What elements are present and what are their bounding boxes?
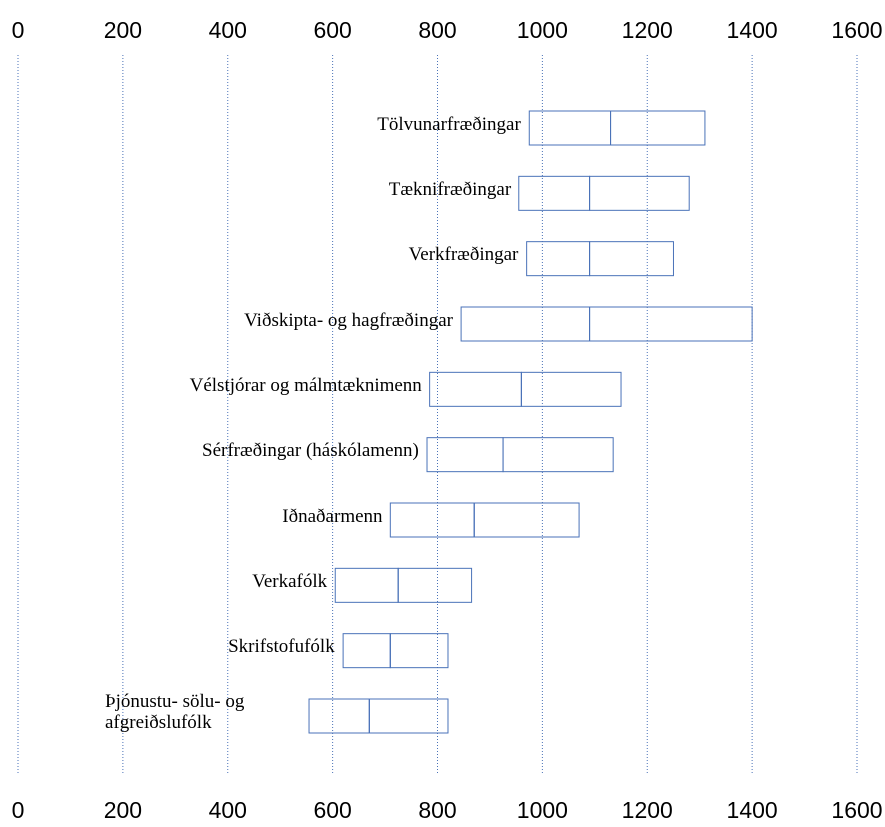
box-lower [526,241,591,277]
x-tick-label-bottom: 1400 [727,797,778,823]
x-tick-label-bottom: 800 [418,797,456,823]
x-tick-label-bottom: 400 [209,797,247,823]
box-lower [389,502,475,538]
box-upper [397,567,473,603]
x-tick-label-top: 600 [313,17,351,43]
category-label: Þjónustu- sölu- og afgreiðslufólk [105,691,245,733]
box-lower [518,175,591,211]
x-tick-label-bottom: 200 [104,797,142,823]
box-upper [502,437,614,473]
category-label: Sérfræðingar (háskólamenn) [202,440,419,462]
x-tick-label-top: 0 [12,17,25,43]
category-label: Tölvunarfræðingar [377,113,521,135]
box-lower [342,633,391,669]
category-label: Skrifstofufólk [228,636,335,658]
x-tick-label-top: 200 [104,17,142,43]
box-upper [368,698,449,734]
box-lower [308,698,370,734]
x-tick-label-top: 1000 [517,17,568,43]
box-lower [334,567,399,603]
box-upper [389,633,449,669]
box-upper [589,306,753,342]
x-tick-label-top: 400 [209,17,247,43]
x-tick-label-bottom: 1200 [622,797,673,823]
x-tick-label-top: 1400 [727,17,778,43]
category-label: Tæknifræðingar [388,178,512,200]
category-label: Verkfræðingar [408,244,519,266]
x-tick-label-bottom: 1600 [831,797,882,823]
box-upper [610,110,706,146]
category-label: Verkafólk [252,570,328,592]
category-label: Vélstjórar og málmtæknimenn [189,374,422,396]
x-tick-label-bottom: 1000 [517,797,568,823]
box-lower [426,437,504,473]
x-tick-label-top: 1600 [831,17,882,43]
box-upper [473,502,580,538]
box-lower [528,110,612,146]
box-upper [520,371,622,407]
box-lower [460,306,591,342]
x-tick-label-top: 800 [418,17,456,43]
x-tick-label-bottom: 600 [313,797,351,823]
category-label: Viðskipta- og hagfræðingar [244,309,453,331]
box-lower [429,371,522,407]
box-upper [589,241,674,277]
x-tick-label-top: 1200 [622,17,673,43]
category-label: Iðnaðarmenn [282,505,383,527]
box-upper [589,175,690,211]
x-tick-label-bottom: 0 [12,797,25,823]
